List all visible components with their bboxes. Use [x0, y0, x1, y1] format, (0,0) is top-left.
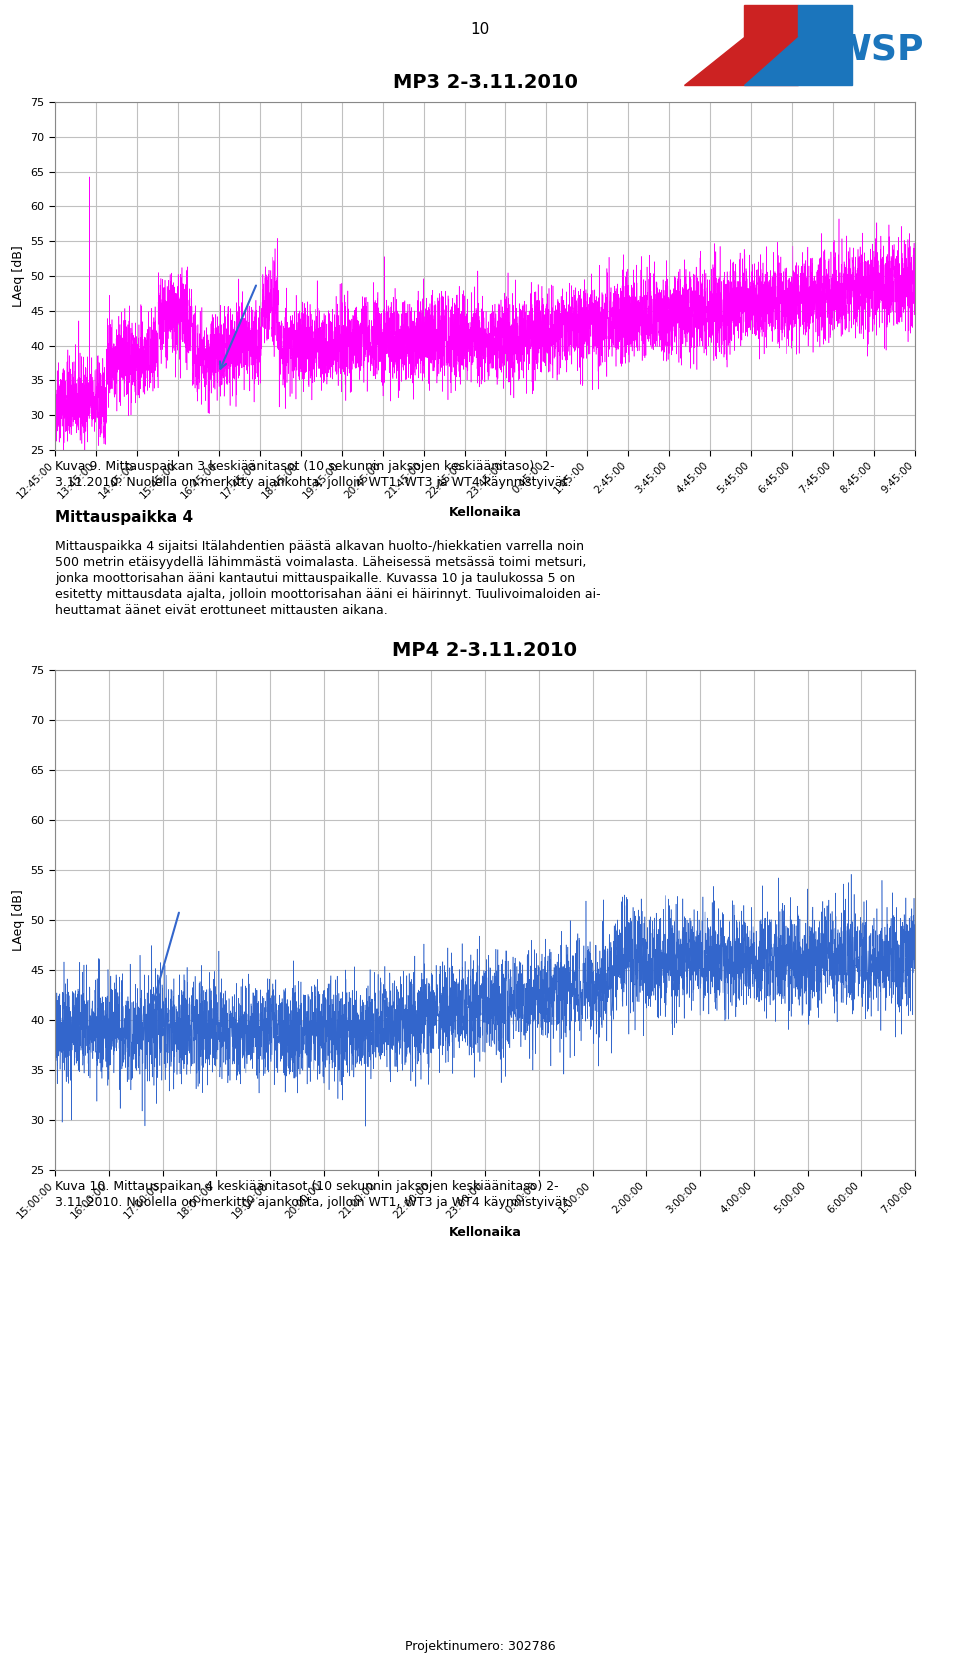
Text: Mittauspaikka 4: Mittauspaikka 4: [55, 509, 193, 524]
Text: esitetty mittausdata ajalta, jolloin moottorisahan ääni ei häirinnyt. Tuulivoima: esitetty mittausdata ajalta, jolloin moo…: [55, 587, 601, 601]
Title: MP3 2-3.11.2010: MP3 2-3.11.2010: [393, 73, 577, 93]
X-axis label: Kellonaika: Kellonaika: [448, 506, 521, 519]
Polygon shape: [744, 36, 852, 85]
Y-axis label: LAeq [dB]: LAeq [dB]: [12, 889, 25, 951]
X-axis label: Kellonaika: Kellonaika: [448, 1226, 521, 1239]
Text: 3.11.2010. Nuolella on merkitty ajankohta, jolloin WT1, WT3 ja WT4 käynnistyivät: 3.11.2010. Nuolella on merkitty ajankoht…: [55, 1196, 571, 1209]
Text: 3.11.2010. Nuolella on merkitty ajankohta, jolloin WT1, WT3 ja WT4 käynnistyivät: 3.11.2010. Nuolella on merkitty ajankoht…: [55, 476, 571, 489]
Polygon shape: [798, 5, 852, 36]
Title: MP4 2-3.11.2010: MP4 2-3.11.2010: [393, 640, 578, 660]
Text: Kuva 10. Mittauspaikan 4 keskiäänitasot (10 sekunnin jaksojen keskiäänitaso) 2-: Kuva 10. Mittauspaikan 4 keskiäänitasot …: [55, 1180, 559, 1193]
Y-axis label: LAeq [dB]: LAeq [dB]: [12, 246, 25, 307]
Text: 10: 10: [470, 22, 490, 36]
Text: Mittauspaikka 4 sijaitsi Itälahdentien päästä alkavan huolto-/hiekkatien varrell: Mittauspaikka 4 sijaitsi Itälahdentien p…: [55, 539, 584, 552]
Text: jonka moottorisahan ääni kantautui mittauspaikalle. Kuvassa 10 ja taulukossa 5 o: jonka moottorisahan ääni kantautui mitta…: [55, 572, 575, 586]
Text: 500 metrin etäisyydellä lähimmästä voimalasta. Läheisessä metsässä toimi metsuri: 500 metrin etäisyydellä lähimmästä voima…: [55, 556, 587, 569]
Polygon shape: [684, 36, 798, 85]
Polygon shape: [744, 5, 798, 36]
Text: Projektinumero: 302786: Projektinumero: 302786: [405, 1641, 555, 1652]
Text: Kuva 9. Mittauspaikan 3 keskiäänitasot (10 sekunnin jaksojen keskiäänitaso)  2-: Kuva 9. Mittauspaikan 3 keskiäänitasot (…: [55, 460, 555, 473]
Text: WSP: WSP: [831, 32, 924, 66]
Text: heuttamat äänet eivät erottuneet mittausten aikana.: heuttamat äänet eivät erottuneet mittaus…: [55, 604, 388, 617]
